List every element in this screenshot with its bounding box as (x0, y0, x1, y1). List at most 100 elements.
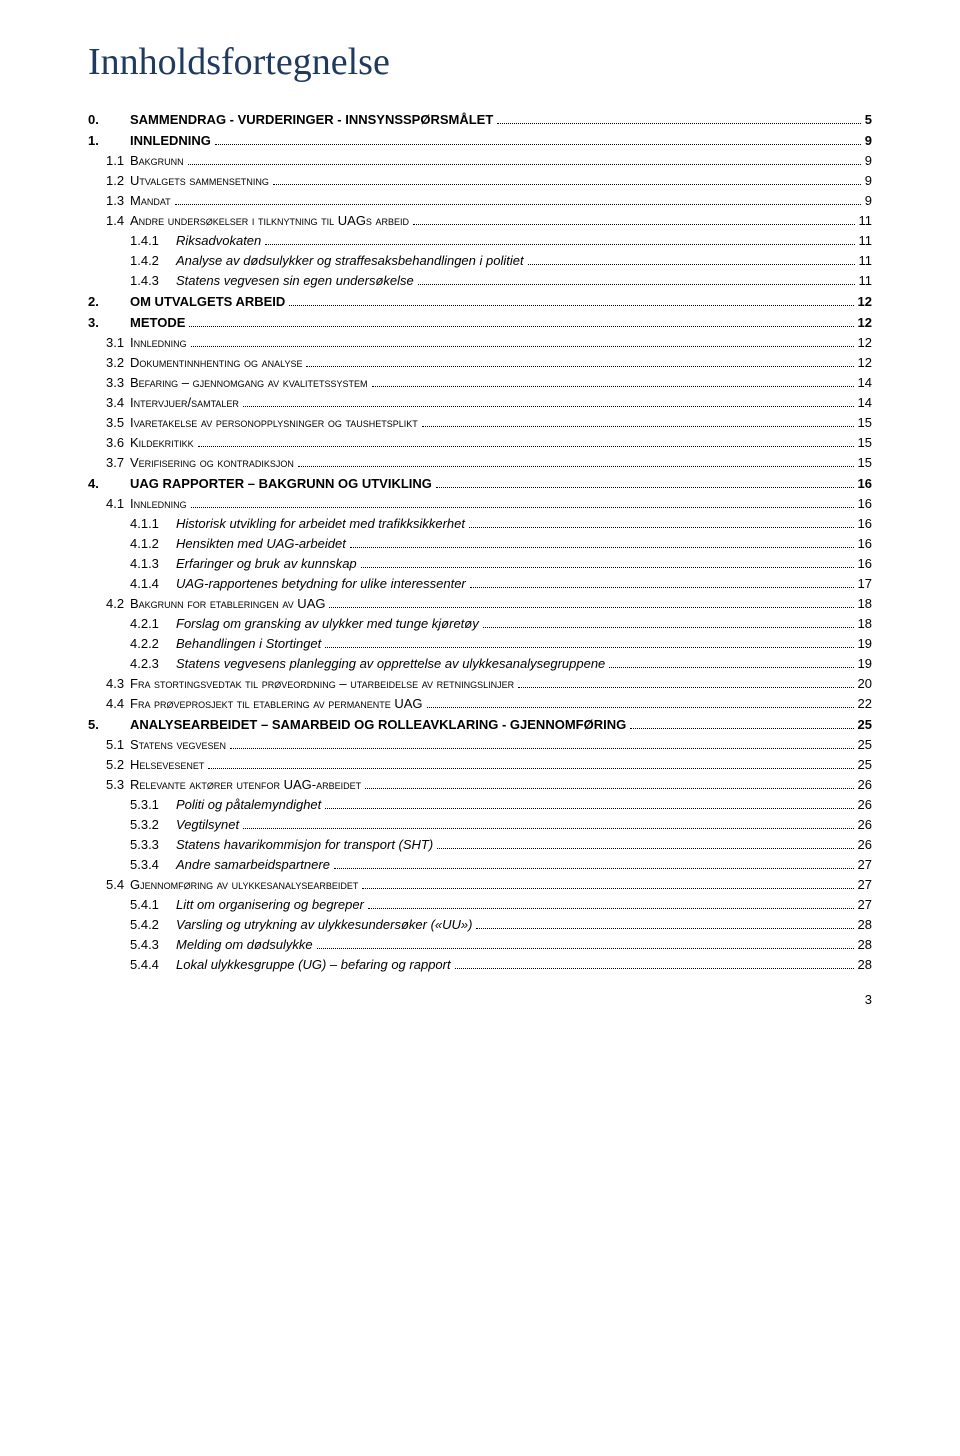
toc-entry-page: 18 (858, 616, 872, 631)
toc-entry-text: Varsling og utrykning av ulykkesundersøk… (176, 917, 472, 932)
toc-entry-page: 16 (858, 476, 872, 491)
toc-entry: 3.1Innledning 12 (88, 335, 872, 350)
toc-entry-text: ANALYSEARBEIDET – SAMARBEID OG ROLLEAVKL… (130, 717, 626, 732)
toc-leader-dots (422, 426, 854, 427)
toc-entry-text: Gjennomføring av ulykkesanalysearbeidet (130, 877, 358, 892)
toc-entry-text: Statens havarikommisjon for transport (S… (176, 837, 433, 852)
toc-entry-number: 4.4 (106, 696, 130, 711)
toc-entry-page: 12 (858, 294, 872, 309)
toc-entry-number: 5.3.4 (130, 857, 176, 872)
toc-leader-dots (198, 446, 854, 447)
toc-entry-page: 27 (858, 857, 872, 872)
toc-entry: 4.2Bakgrunn for etableringen av UAG18 (88, 596, 872, 611)
toc-entry-number: 5.4.4 (130, 957, 176, 972)
toc-entry-number: 4.1.4 (130, 576, 176, 591)
toc-leader-dots (175, 204, 861, 205)
toc-entry: 5.3.4Andre samarbeidspartnere 27 (88, 857, 872, 872)
toc-entry-page: 9 (865, 133, 872, 148)
toc-entry-text: Helsevesenet (130, 757, 204, 772)
toc-entry-text: OM UTVALGETS ARBEID (130, 294, 285, 309)
toc-entry-page: 26 (858, 837, 872, 852)
toc-entry: 3.2Dokumentinnhenting og analyse12 (88, 355, 872, 370)
toc-entry-page: 9 (865, 173, 872, 188)
toc-leader-dots (437, 848, 853, 849)
toc-entry-text: Befaring – gjennomgang av kvalitetssyste… (130, 375, 368, 390)
toc-entry: 2.OM UTVALGETS ARBEID 12 (88, 294, 872, 309)
toc-leader-dots (306, 366, 853, 367)
toc-entry-page: 28 (858, 957, 872, 972)
toc-leader-dots (298, 466, 854, 467)
toc-entry-text: Relevante aktører utenfor UAG-arbeidet (130, 777, 361, 792)
toc-leader-dots (208, 768, 853, 769)
toc-entry-text: SAMMENDRAG - VURDERINGER - INNSYNSSPØRSM… (130, 112, 493, 127)
toc-entry-text: Andre samarbeidspartnere (176, 857, 330, 872)
toc-leader-dots (230, 748, 854, 749)
toc-entry-page: 25 (858, 717, 872, 732)
toc-leader-dots (470, 587, 854, 588)
toc-entry-page: 26 (858, 797, 872, 812)
toc-entry-number: 3.3 (106, 375, 130, 390)
toc-entry-number: 5.2 (106, 757, 130, 772)
toc-entry-number: 1.3 (106, 193, 130, 208)
toc-entry: 5.4.2Varsling og utrykning av ulykkesund… (88, 917, 872, 932)
toc-entry-text: Analyse av dødsulykker og straffesaksbeh… (176, 253, 524, 268)
toc-entry-number: 2. (88, 294, 130, 309)
toc-leader-dots (418, 284, 855, 285)
toc-entry-text: Kildekritikk (130, 435, 194, 450)
toc-entry-page: 16 (858, 536, 872, 551)
toc-entry: 5.4Gjennomføring av ulykkesanalysearbeid… (88, 877, 872, 892)
toc-entry: 3.METODE12 (88, 315, 872, 330)
toc-leader-dots (630, 728, 853, 729)
toc-entry: 3.3Befaring – gjennomgang av kvalitetssy… (88, 375, 872, 390)
toc-leader-dots (609, 667, 853, 668)
toc-entry-text: Dokumentinnhenting og analyse (130, 355, 302, 370)
toc-entry: 3.4Intervjuer/samtaler14 (88, 395, 872, 410)
toc-entry-text: Fra prøveprosjekt til etablering av perm… (130, 696, 423, 711)
toc-entry-text: Bakgrunn for etableringen av UAG (130, 596, 325, 611)
toc-entry-text: Statens vegvesen sin egen undersøkelse (176, 273, 414, 288)
toc-leader-dots (189, 326, 853, 327)
toc-entry-text: Statens vegvesens planlegging av opprett… (176, 656, 605, 671)
toc-leader-dots (476, 928, 853, 929)
toc-leader-dots (273, 184, 861, 185)
toc-entry-page: 19 (858, 656, 872, 671)
toc-leader-dots (215, 144, 861, 145)
toc-entry-page: 26 (858, 777, 872, 792)
toc-entry-page: 15 (858, 455, 872, 470)
toc-entry-text: Politi og påtalemyndighet (176, 797, 321, 812)
toc-entry: 4.2.2Behandlingen i Stortinget19 (88, 636, 872, 651)
toc-entry-text: Innledning (130, 335, 187, 350)
toc-entry-page: 19 (858, 636, 872, 651)
toc-entry-page: 12 (858, 355, 872, 370)
toc-entry-number: 1.4.1 (130, 233, 176, 248)
toc-leader-dots (427, 707, 854, 708)
toc-entry-page: 11 (859, 253, 873, 268)
toc-entry: 4.1.3Erfaringer og bruk av kunnskap16 (88, 556, 872, 571)
toc-leader-dots (317, 948, 854, 949)
toc-leader-dots (243, 828, 853, 829)
toc-leader-dots (361, 567, 854, 568)
toc-leader-dots (325, 647, 853, 648)
toc-entry-number: 4.3 (106, 676, 130, 691)
toc-entry-text: Historisk utvikling for arbeidet med tra… (176, 516, 465, 531)
toc-entry-number: 4.2.1 (130, 616, 176, 631)
toc-entry-text: Forslag om gransking av ulykker med tung… (176, 616, 479, 631)
toc-entry-number: 3.1 (106, 335, 130, 350)
toc-entry: 5.4.3Melding om dødsulykke28 (88, 937, 872, 952)
page-title: Innholdsfortegnelse (88, 40, 872, 84)
toc-entry: 4.1.4UAG-rapportenes betydning for ulike… (88, 576, 872, 591)
toc-entry-page: 17 (858, 576, 872, 591)
toc-entry-text: Utvalgets sammensetning (130, 173, 269, 188)
toc-leader-dots (191, 346, 854, 347)
toc-entry: 4.UAG RAPPORTER – BAKGRUNN OG UTVIKLING1… (88, 476, 872, 491)
toc-leader-dots (362, 888, 853, 889)
toc-entry-text: Melding om dødsulykke (176, 937, 313, 952)
toc-entry-page: 12 (858, 335, 872, 350)
toc-entry-page: 16 (858, 516, 872, 531)
toc-entry-text: Verifisering og kontradiksjon (130, 455, 294, 470)
toc-entry: 4.1.1Historisk utvikling for arbeidet me… (88, 516, 872, 531)
toc-leader-dots (436, 487, 854, 488)
toc-entry-page: 20 (858, 676, 872, 691)
toc-entry-number: 5.4.3 (130, 937, 176, 952)
toc-entry-text: Vegtilsynet (176, 817, 239, 832)
